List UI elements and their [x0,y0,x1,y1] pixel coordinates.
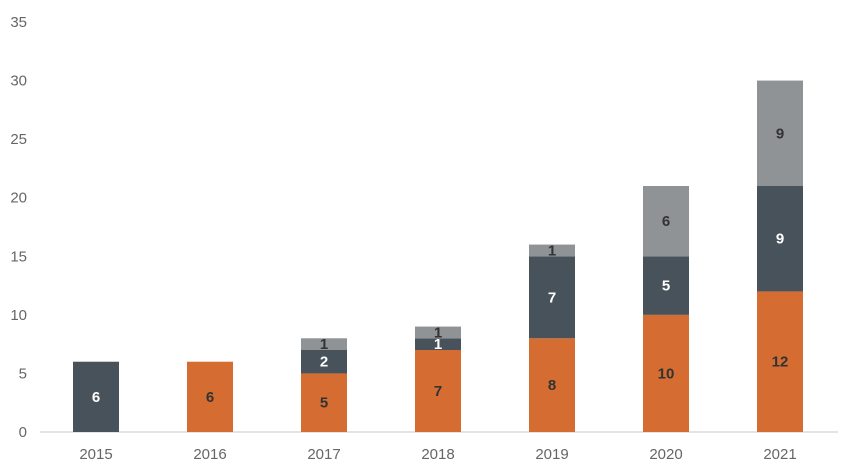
bar-segment [301,373,347,432]
bar-value-label: 1 [548,242,556,259]
x-tick-label: 2021 [763,446,796,463]
x-tick-label: 2020 [649,446,682,463]
bar-segment [73,361,119,432]
bar-value-label: 9 [776,125,784,142]
y-tick-label: 35 [10,14,27,31]
bar-segment [643,256,689,315]
y-axis-ticks: 0 5 10 15 20 25 30 35 [10,14,27,441]
bar-segment [415,326,461,339]
x-tick-label: 2018 [421,446,454,463]
x-tick-label: 2016 [193,446,226,463]
bar-segment [643,186,689,257]
bar-value-label: 9 [776,231,784,248]
bar-value-label: 1 [434,324,442,341]
bar-segment [757,186,803,292]
x-tick-label: 2019 [535,446,568,463]
y-tick-label: 5 [19,365,27,382]
bar-segment [529,244,575,257]
bar-segment [301,350,347,374]
y-tick-label: 30 [10,73,27,90]
bar-segment [415,350,461,432]
bar-segment [529,256,575,339]
y-tick-label: 0 [19,424,27,441]
bar-value-label: 2 [320,354,328,371]
bar-value-label: 1 [320,336,328,353]
bar-series-group [73,80,803,432]
bar-value-label: 8 [548,377,556,394]
y-tick-label: 10 [10,307,27,324]
bar-segment [757,291,803,432]
x-axis-ticks: 2015 2016 2017 2018 2019 2020 2021 [79,446,796,463]
bar-segment [187,361,233,432]
bar-value-label: 7 [434,383,442,400]
y-tick-label: 25 [10,131,27,148]
bar-segment [643,314,689,432]
bar-value-label: 7 [548,289,556,306]
bar-segment [757,80,803,186]
bar-segment [529,338,575,432]
bar-value-label: 6 [662,213,670,230]
bar-value-label: 12 [772,354,789,371]
y-tick-label: 15 [10,248,27,265]
x-tick-label: 2017 [307,446,340,463]
bar-value-label: 1 [434,336,442,353]
bar-value-label: 5 [320,395,328,412]
bar-value-label: 10 [658,365,675,382]
bar-segment [301,338,347,350]
bar-segment [415,338,461,350]
x-tick-label: 2015 [79,446,112,463]
bar-value-label: 6 [206,389,214,406]
bar-value-label: 6 [92,389,100,406]
bar-value-label: 5 [662,278,670,295]
y-tick-label: 20 [10,190,27,207]
